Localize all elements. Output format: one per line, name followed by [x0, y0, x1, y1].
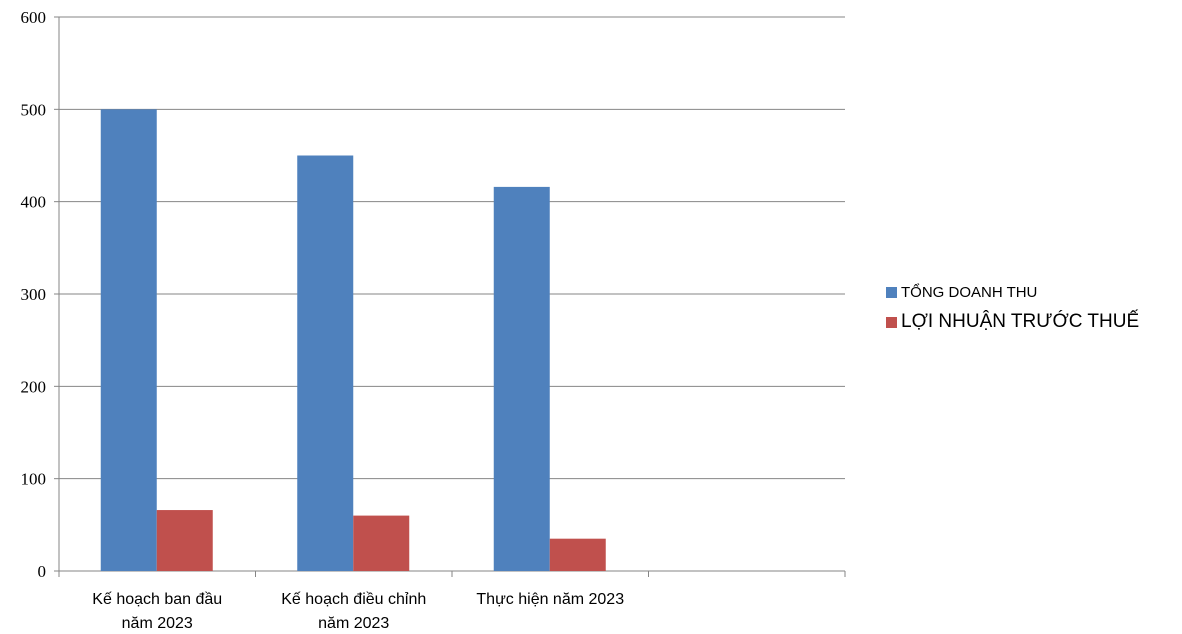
x-tick-label: Thực hiện năm 2023	[476, 591, 624, 608]
x-tick-label: Kế hoạch ban đầu năm 2023	[92, 591, 222, 632]
legend-swatch-profit	[886, 316, 897, 328]
legend-item-revenue: TỔNG DOANH THU	[886, 284, 1139, 301]
bar-profit	[156, 510, 213, 571]
y-tick-label: 500	[21, 100, 47, 119]
y-tick-label: 0	[38, 562, 47, 581]
bar-profit	[353, 515, 410, 571]
legend-label-revenue: TỔNG DOANH THU	[901, 284, 1038, 301]
bar-revenue	[493, 186, 550, 572]
legend-swatch-revenue	[886, 287, 897, 298]
y-tick-label: 400	[21, 193, 47, 212]
bar-profit	[549, 538, 606, 571]
legend-label-profit: LỢI NHUẬN TRƯỚC THUẾ	[901, 311, 1140, 332]
y-tick-label: 200	[21, 377, 47, 396]
bar-revenue	[100, 109, 157, 571]
legend: TỔNG DOANH THU LỢI NHUẬN TRƯỚC THUẾ	[886, 284, 1139, 333]
y-tick-label: 600	[21, 8, 47, 27]
y-tick-label: 100	[21, 470, 47, 489]
legend-item-profit: LỢI NHUẬN TRƯỚC THUẾ	[886, 311, 1139, 333]
bar-revenue	[297, 155, 354, 571]
y-tick-label: 300	[21, 285, 47, 304]
x-tick-label: Kế hoạch điều chỉnh năm 2023	[281, 591, 426, 632]
